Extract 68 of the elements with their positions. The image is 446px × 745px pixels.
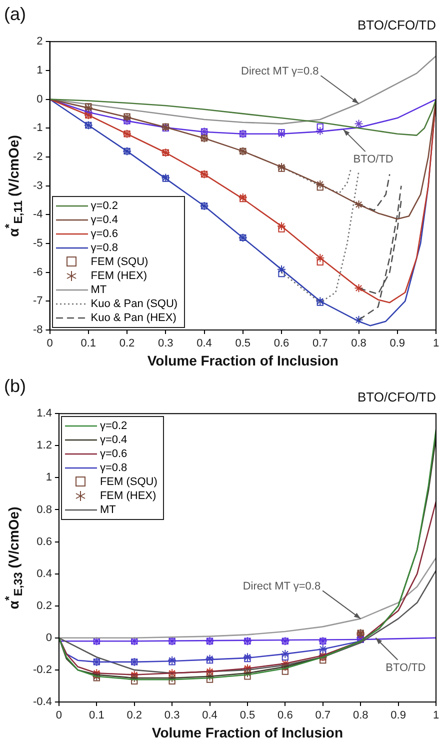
x-tick-label: 0.2	[126, 710, 142, 722]
x-tick-label: 0.3	[158, 338, 174, 350]
annotation: BTO/TD	[353, 154, 394, 166]
text: (a)	[4, 4, 26, 25]
legend-label: MT	[100, 502, 116, 517]
y-tick-label: 0.4	[36, 568, 52, 580]
x-tick-label: 0.4	[196, 338, 212, 350]
legend-label: γ=0.4	[90, 213, 118, 227]
y-tick-label: -5	[33, 238, 43, 250]
legend-label: γ=0.6	[100, 446, 128, 461]
y-tick-label: -6	[33, 266, 43, 278]
y-tick-label: -3	[33, 180, 43, 192]
x-axis-title: Volume Fraction of Inclusion	[147, 352, 338, 368]
y-tick-label: 0	[36, 93, 43, 106]
y-tick-label: -0.2	[32, 664, 52, 676]
y-tick-label: -8	[33, 324, 43, 336]
y-tick-label: -2	[33, 150, 43, 163]
y-tick-label: 1.2	[36, 440, 52, 452]
legend-label: γ=0.4	[100, 432, 128, 447]
x-tick-label: 0.1	[89, 710, 104, 722]
x-tick-label: 0	[56, 710, 62, 722]
legend-label: Kuo & Pan (SQU)	[90, 297, 178, 311]
chart-title: BTO/CFO/TD	[358, 17, 436, 32]
x-axis-title: Volume Fraction of Inclusion	[152, 724, 344, 740]
y-tick-label: 0	[46, 632, 52, 644]
y-tick-label: 1.4	[36, 408, 52, 420]
y-tick-label: 1	[46, 472, 52, 484]
x-tick-label: 0.3	[164, 710, 180, 722]
x-tick-label: 1	[432, 710, 440, 722]
x-tick-label: 0.8	[352, 710, 368, 722]
x-tick-label: 0.1	[80, 338, 96, 350]
x-tick-label: 0.5	[235, 338, 251, 350]
legend-label: γ=0.6	[90, 227, 118, 241]
annotation: Direct MT γ=0.8	[242, 580, 321, 593]
y-tick-label: 0.6	[36, 536, 52, 548]
y-tick-label: 2	[36, 36, 43, 48]
legend-label: γ=0.8	[100, 460, 128, 475]
legend-label: MT	[90, 283, 107, 297]
x-tick-label: 0.6	[274, 338, 290, 350]
y-tick-label: 0.2	[36, 600, 52, 612]
annotation: Direct MT γ=0.8	[241, 66, 319, 78]
chart-title: BTO/CFO/TD	[358, 389, 436, 404]
legend-label: γ=0.8	[90, 241, 118, 255]
x-tick-label: 0.2	[119, 338, 135, 350]
y-tick-label: -4	[33, 208, 43, 221]
legend-label: FEM (SQU)	[100, 474, 158, 489]
x-tick-label: 0.5	[240, 710, 256, 722]
y-tick-label: -0.4	[32, 696, 52, 708]
legend-label: Kuo & Pan (HEX)	[90, 311, 176, 325]
y-tick-label: 1	[36, 64, 43, 76]
legend-label: FEM (HEX)	[100, 488, 156, 503]
x-tick-label: 0.7	[315, 710, 331, 722]
annotation: BTO/TD	[386, 662, 426, 674]
y-tick-label: -7	[33, 295, 43, 308]
text: (b)	[4, 376, 26, 397]
x-tick-label: 0.9	[390, 710, 406, 722]
legend-label: FEM (SQU)	[90, 255, 148, 269]
x-tick-label: 0.8	[351, 338, 366, 350]
y-tick-label: -1	[33, 122, 43, 134]
legend-label: γ=0.2	[100, 418, 128, 433]
y-tick-label: 0.8	[36, 504, 52, 516]
legend-label: γ=0.2	[90, 199, 118, 213]
x-tick-label: 0.4	[202, 710, 218, 722]
x-tick-label: 0.9	[390, 338, 406, 350]
x-tick-label: 0.6	[278, 710, 293, 722]
x-tick-label: 1	[432, 338, 440, 350]
legend-label: FEM (HEX)	[90, 269, 147, 283]
x-tick-label: 0.7	[312, 338, 328, 350]
